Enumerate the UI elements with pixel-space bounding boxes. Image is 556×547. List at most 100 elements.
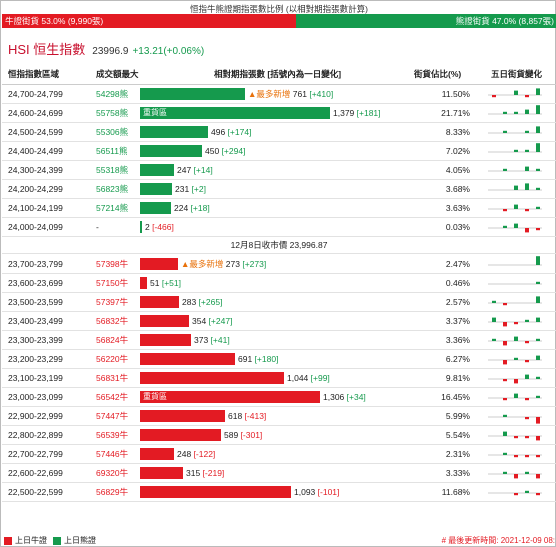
spark-bar bbox=[503, 130, 507, 133]
code-link[interactable]: 56220牛 bbox=[96, 354, 129, 364]
bear-row[interactable]: 24,300-24,399 55318熊 247 [+14] 4.05% bbox=[2, 161, 556, 180]
code-link[interactable]: 57214熊 bbox=[96, 203, 129, 213]
footer: 上日牛證 上日熊證 # 最後更新時間: 2021-12-09 08: bbox=[1, 534, 556, 547]
code-link[interactable]: 69320牛 bbox=[96, 468, 129, 478]
bull-row[interactable]: 22,500-22,599 56829牛 1,093 [-101] 11.68% bbox=[2, 483, 556, 502]
spark-chart bbox=[488, 183, 542, 191]
qty-value: 247 bbox=[177, 165, 192, 175]
spark-bar bbox=[536, 317, 540, 322]
bull-row[interactable]: 22,900-22,999 57447牛 618 [-413] 5.99% bbox=[2, 407, 556, 426]
bull-row[interactable]: 23,100-23,199 56831牛 1,044 [+99] 9.81% bbox=[2, 369, 556, 388]
code-link[interactable]: 54298熊 bbox=[96, 89, 129, 99]
bear-row[interactable]: 24,200-24,299 56823熊 231 [+2] 3.68% bbox=[2, 180, 556, 199]
qty-value: 450 bbox=[205, 146, 220, 156]
bull-row[interactable]: 22,600-22,699 69320牛 315 [-219] 3.33% bbox=[2, 464, 556, 483]
qty-bar bbox=[140, 391, 320, 403]
code-link[interactable]: 56511熊 bbox=[96, 146, 128, 156]
code-link[interactable]: 57447牛 bbox=[96, 411, 129, 421]
range-cell: 24,300-24,399 bbox=[8, 165, 63, 175]
range-cell: 24,400-24,499 bbox=[8, 146, 63, 156]
code-link[interactable]: 55758熊 bbox=[96, 108, 129, 118]
spark-cell bbox=[486, 274, 554, 293]
range-cell: 23,500-23,599 bbox=[8, 297, 63, 307]
bull-row[interactable]: 23,700-23,799 57398牛 ▲最多新增 273 [+273] 2.47% bbox=[2, 255, 556, 274]
spark-chart bbox=[488, 393, 542, 401]
spark-bar bbox=[536, 187, 540, 190]
code-link[interactable]: 57150牛 bbox=[96, 278, 129, 288]
qty-text: 283 [+265] bbox=[182, 293, 222, 312]
bull-row[interactable]: 23,600-23,699 57150牛 51 [+51] 0.46% bbox=[2, 274, 556, 293]
qty-change: [+14] bbox=[193, 165, 213, 175]
legend-bull-label: 上日牛證 bbox=[15, 536, 47, 545]
qty-text: 231 [+2] bbox=[175, 180, 206, 199]
ratio-cell: 16.45% bbox=[441, 392, 470, 402]
spark-bar bbox=[536, 417, 540, 424]
range-cell: 23,400-23,499 bbox=[8, 316, 63, 326]
header-ratio[interactable]: 街貨佔比(%) bbox=[414, 69, 462, 79]
code-link[interactable]: 56832牛 bbox=[96, 316, 129, 326]
spark-bar bbox=[514, 185, 518, 190]
qty-change: [-101] bbox=[317, 487, 340, 497]
spark-cell bbox=[486, 312, 554, 331]
code-link[interactable]: 55318熊 bbox=[96, 165, 129, 175]
spark-bar bbox=[503, 471, 507, 474]
ratio-cell: 11.68% bbox=[441, 487, 470, 497]
bear-row[interactable]: 24,100-24,199 57214熊 224 [+18] 3.63% bbox=[2, 199, 556, 218]
ratio-cell: 2.47% bbox=[445, 259, 470, 269]
bear-row[interactable]: 24,400-24,499 56511熊 450 [+294] 7.02% bbox=[2, 142, 556, 161]
ratio-cell: 5.54% bbox=[445, 430, 470, 440]
qty-change: [+273] bbox=[242, 259, 267, 269]
bear-row[interactable]: 24,500-24,599 55306熊 496 [+174] 8.33% bbox=[2, 123, 556, 142]
qty-text: 224 [+18] bbox=[174, 199, 210, 218]
bull-row[interactable]: 23,000-23,099 56542牛 重貨區 1,306 [+34] 16.45% bbox=[2, 388, 556, 407]
bull-row[interactable]: 22,800-22,899 56539牛 589 [-301] 5.54% bbox=[2, 426, 556, 445]
code-link[interactable]: 55306熊 bbox=[96, 127, 129, 137]
bear-row[interactable]: 24,600-24,699 55758熊 重貨區 1,379 [+181] 21.71% bbox=[2, 104, 556, 123]
header-range[interactable]: 恒指指數區域 bbox=[8, 69, 60, 79]
bull-row[interactable]: 23,400-23,499 56832牛 354 [+247] 3.37% bbox=[2, 312, 556, 331]
code-link[interactable]: 56829牛 bbox=[96, 487, 129, 497]
spark-bar bbox=[536, 376, 540, 379]
code-link[interactable]: 56831牛 bbox=[96, 373, 129, 383]
qty-bar-cell: 373 [+41] bbox=[140, 331, 430, 350]
spark-bar bbox=[503, 322, 507, 327]
qty-bar bbox=[140, 88, 245, 100]
bear-row[interactable]: 24,700-24,799 54298熊 ▲最多新增 761 [+410] 11.50… bbox=[2, 85, 556, 104]
bear-row[interactable]: 24,000-24,099 - 2 [-466] 0.03% bbox=[2, 218, 556, 237]
spark-bar bbox=[514, 90, 518, 95]
code-link[interactable]: 57398牛 bbox=[96, 259, 129, 269]
ratio-cell: 5.99% bbox=[445, 411, 470, 421]
code-link[interactable]: 56539牛 bbox=[96, 430, 129, 440]
spark-cell bbox=[486, 407, 554, 426]
code-link[interactable]: 57397牛 bbox=[96, 297, 129, 307]
header-code[interactable]: 成交額最大 bbox=[96, 69, 139, 79]
qty-text: 589 [-301] bbox=[224, 426, 262, 445]
code-link[interactable]: 56824牛 bbox=[96, 335, 129, 345]
spark-cell bbox=[486, 445, 554, 464]
code-link[interactable]: 57446牛 bbox=[96, 449, 129, 459]
bull-row[interactable]: 23,200-23,299 56220牛 691 [+180] 6.27% bbox=[2, 350, 556, 369]
bull-row[interactable]: 22,700-22,799 57446牛 248 [-122] 2.31% bbox=[2, 445, 556, 464]
ratio-cell: 8.33% bbox=[445, 127, 470, 137]
qty-bar-cell: 691 [+180] bbox=[140, 350, 430, 369]
spark-bar bbox=[536, 296, 540, 303]
qty-text: 450 [+294] bbox=[205, 142, 245, 161]
hot-zone-tag: 重貨區 bbox=[143, 108, 167, 117]
qty-bar-cell: 450 [+294] bbox=[140, 142, 430, 161]
bull-row[interactable]: 23,500-23,599 57397牛 283 [+265] 2.57% bbox=[2, 293, 556, 312]
code-link[interactable]: 56542牛 bbox=[96, 392, 129, 402]
spark-chart bbox=[488, 166, 542, 172]
header-spark[interactable]: 五日街貨變化 bbox=[491, 69, 543, 79]
index-name: HSI 恒生指數 bbox=[8, 42, 86, 57]
qty-bar bbox=[140, 429, 221, 441]
ratio-cell: 9.81% bbox=[445, 373, 470, 383]
bull-row[interactable]: 23,300-23,399 56824牛 373 [+41] 3.36% bbox=[2, 331, 556, 350]
qty-change: [+18] bbox=[190, 203, 210, 213]
header-qty[interactable]: 相對期指張數 [括號內為一日變化] bbox=[214, 69, 342, 79]
bull-bear-ratio-bar: 牛證街貨 53.0% (9,990張) 熊證街貨 47.0% (8,857張) bbox=[2, 14, 556, 28]
qty-bar bbox=[140, 277, 147, 289]
spark-cell bbox=[486, 369, 554, 388]
bear-swatch-icon bbox=[53, 536, 61, 545]
code-link[interactable]: 56823熊 bbox=[96, 184, 129, 194]
spark-chart bbox=[488, 143, 542, 153]
